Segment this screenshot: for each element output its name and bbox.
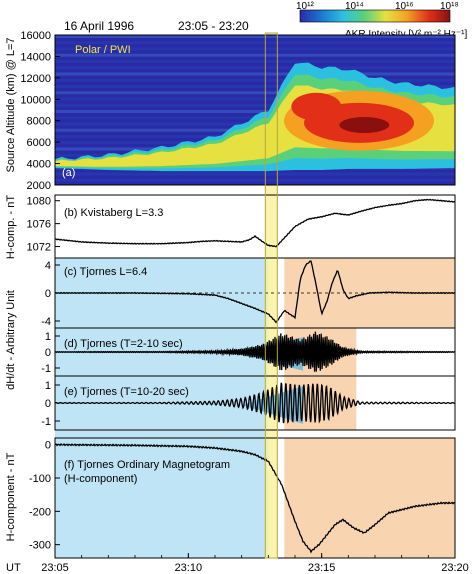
onset-band <box>264 32 278 559</box>
quiet-period-shading <box>55 258 269 558</box>
panel-a-tick-label: 4000 <box>27 159 51 171</box>
panel-a-tick-label: 6000 <box>27 137 51 149</box>
panel-a-tick-label: 14000 <box>20 51 51 63</box>
panel-b-ylabel: H-comp. - nT <box>5 195 17 259</box>
panel-b-label: (b) Kvistaberg L=3.3 <box>64 207 163 219</box>
spectrogram-band <box>55 66 455 70</box>
panel-b-tick-label: 1080 <box>27 196 51 208</box>
polar-pwi-annotation: Polar / PWI <box>75 44 131 56</box>
panel-d-series-line <box>54 331 456 372</box>
shared-ylabel: dH/dt - Arbitrary Unit <box>5 290 17 390</box>
panel-e-tick-label: -1 <box>41 416 51 428</box>
spectrogram-band <box>55 91 455 95</box>
time-range-label: 23:05 - 23:20 <box>178 19 249 33</box>
panel-a-tick-label: 2000 <box>27 180 51 192</box>
colorbar-tick-3: 10¹⁶ <box>395 1 414 12</box>
emission-core-darkred <box>339 117 390 133</box>
panel-f-frame <box>54 437 456 559</box>
panel-e-tick-label: 0 <box>45 398 51 410</box>
spectrogram-band <box>55 178 455 182</box>
panel-c-tick-label: 4 <box>45 260 51 272</box>
spectrogram-band <box>55 47 455 51</box>
panel-f-tick-label: -200 <box>29 506 51 518</box>
panel-c-label: (c) Tjornes L=6.4 <box>64 266 147 278</box>
panel-a-spectrogram <box>55 35 455 185</box>
panel-c-tick-label: 0 <box>45 288 51 300</box>
panel-d-label: (d) Tjornes (T=2-10 sec) <box>64 338 183 350</box>
x-axis-label: UT <box>6 562 21 574</box>
panel-a-tick-label: 16000 <box>20 30 51 42</box>
substorm-shading-f <box>284 438 455 558</box>
panel-f-tick-label: -300 <box>29 540 51 552</box>
panel-a-tick-label: 8000 <box>27 116 51 128</box>
panel-f-label-2: (H-component) <box>64 473 137 485</box>
panel-e-label: (e) Tjornes (T=10-20 sec) <box>64 386 189 398</box>
colorbar-tick-2: 10¹⁴ <box>345 1 364 12</box>
panel-d-tick-label: 0 <box>45 347 51 359</box>
panel-f-tick-label: -100 <box>29 473 51 485</box>
panel-e-series-line <box>54 382 456 424</box>
panel-a-label: (a) <box>62 167 75 179</box>
spectrogram-band <box>55 110 455 113</box>
spectrogram-band <box>55 85 455 88</box>
panel-f-label: (f) Tjornes Ordinary Magnetogram <box>64 459 230 471</box>
spectrogram-band <box>55 41 455 45</box>
panel-e-tick-label: 1 <box>45 380 51 392</box>
colorbar-tick-1: 10¹² <box>296 1 314 12</box>
spectrogram-band <box>55 172 455 176</box>
panel-b-tick-label: 1072 <box>27 242 51 254</box>
spectrogram-band <box>55 97 455 101</box>
panel-a-tick-label: 10000 <box>20 94 51 106</box>
spectrogram-band <box>55 53 455 57</box>
x-tick-label: 23:05 <box>41 562 69 574</box>
panel-b-series-line <box>54 198 455 248</box>
panel-b-tick-label: 1076 <box>27 219 51 231</box>
x-tick-label: 23:20 <box>441 562 469 574</box>
line-panels: 2000400060008000100001200014000160001072… <box>20 30 456 559</box>
colorbar-tick-4: 10¹⁸ <box>440 1 459 12</box>
event-shading <box>55 33 455 558</box>
spectrogram-band <box>55 60 455 63</box>
panel-c-tick-label: -4 <box>41 316 51 328</box>
panel-d-tick-label: -1 <box>41 363 51 375</box>
spectrogram-band <box>55 35 455 38</box>
panel-d-tick-label: 1 <box>45 331 51 343</box>
panel-f-series-line <box>54 442 455 554</box>
spectrogram-band <box>55 78 455 82</box>
panel-a-tick-label: 12000 <box>20 73 51 85</box>
spectrogram-band <box>55 103 455 107</box>
panel-a-ylabel: Source Altitude (km) @ L=7 <box>5 38 17 173</box>
date-label: 16 April 1996 <box>64 19 134 33</box>
colorbar <box>299 9 451 23</box>
panel-f-tick-label: 0 <box>45 440 51 452</box>
panel-a-frame <box>54 34 456 186</box>
panel-f-ylabel: H-component - nT <box>5 452 17 541</box>
emission-core-red-2 <box>291 92 342 121</box>
x-axis: 23:05 23:10 23:15 23:20 <box>41 553 469 574</box>
spectrogram-band <box>55 72 455 76</box>
x-tick-label: 23:10 <box>175 562 203 574</box>
x-tick-label: 23:15 <box>308 562 336 574</box>
